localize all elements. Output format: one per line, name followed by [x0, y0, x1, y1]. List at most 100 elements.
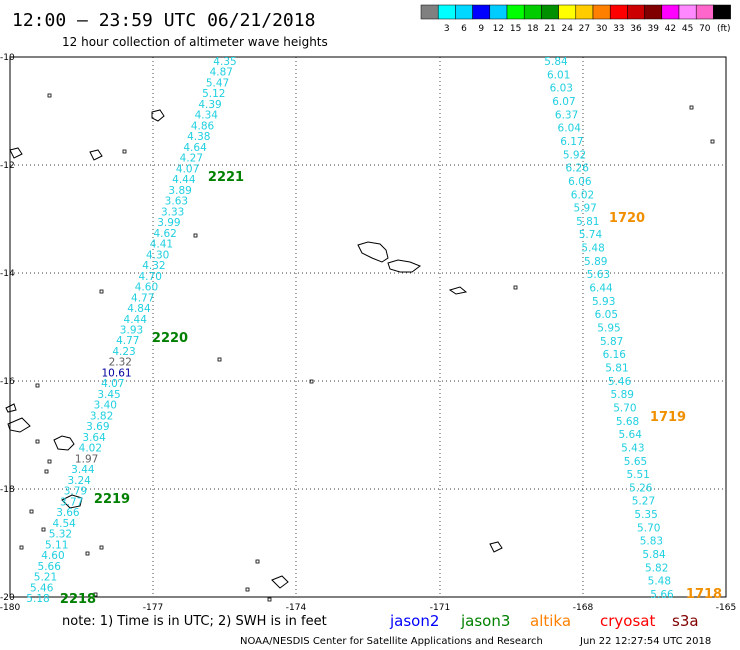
wave-height-value: 6.16	[603, 349, 627, 361]
time-label: 1719	[650, 410, 686, 425]
map-frame	[9, 56, 727, 598]
legend-unit: (ft)	[717, 24, 731, 34]
map-area: 4.354.875.475.124.394.344.864.384.644.27…	[5, 56, 727, 607]
legend-swatch	[541, 4, 559, 20]
footer-timestamp: Jun 22 12:27:54 UTC 2018	[579, 636, 711, 647]
wave-height-value: 2.32	[109, 357, 132, 369]
wave-height-value: 3.40	[94, 400, 117, 412]
islet-outline	[193, 233, 198, 238]
wave-height-value: 5.32	[49, 529, 72, 541]
wave-height-value: 3.93	[120, 325, 143, 337]
legend-label: 3	[444, 24, 450, 34]
islet-outline	[85, 551, 90, 556]
legend-label: 15	[510, 24, 521, 34]
y-tick-label: -16	[0, 377, 15, 387]
wave-height-value: 3.99	[157, 217, 180, 229]
wave-height-value: 1.97	[75, 453, 98, 465]
land-outlines	[5, 93, 715, 602]
legend-label: 36	[630, 24, 642, 34]
wave-height-value: 4.07	[176, 163, 199, 175]
wave-height-value: 5.11	[45, 539, 68, 551]
islet-outline	[267, 597, 272, 602]
legend-swatch	[437, 4, 456, 20]
island-outline	[151, 109, 165, 122]
islet-outline	[93, 592, 98, 597]
wave-height-value: 6.07	[552, 96, 575, 108]
time-label: 2221	[208, 170, 244, 185]
y-tick-label: -20	[0, 593, 15, 603]
wave-height-value: 5.47	[206, 77, 229, 89]
wave-height-value: 5.64	[619, 429, 643, 441]
legend-label: 70	[699, 24, 711, 34]
wave-height-value: 4.38	[187, 131, 210, 143]
map-subtitle: 12 hour collection of altimeter wave hei…	[62, 35, 328, 49]
islet-outline	[44, 469, 49, 474]
legend-swatch	[695, 4, 714, 20]
islet-outline	[710, 139, 715, 144]
islet-outline	[35, 439, 40, 444]
wave-height-value: 3.69	[86, 421, 109, 433]
wave-height-value: 3.77	[60, 496, 83, 508]
wave-height-value: 5.92	[563, 149, 586, 161]
wave-height-value: 4.07	[101, 378, 124, 390]
wave-height-value: 5.84	[544, 56, 568, 68]
wave-height-value: 4.84	[127, 303, 151, 315]
wave-height-value: 5.95	[597, 323, 620, 335]
wave-height-value: 5.74	[579, 229, 603, 241]
legend-swatch	[472, 4, 491, 20]
wave-height-value: 4.60	[135, 282, 158, 294]
islet-outline	[47, 459, 52, 464]
x-tick-label: -168	[573, 603, 594, 613]
wave-height-value: 6.26	[566, 163, 590, 175]
islet-outline	[217, 357, 222, 362]
wave-height-value: 5.35	[634, 509, 657, 521]
legend-label: 21	[544, 24, 555, 34]
legend-swatch	[592, 4, 611, 20]
wave-height-value: 6.01	[547, 69, 570, 81]
grid-lines	[10, 57, 726, 597]
color-legend: 3 6 9 12 15 18 21 24 27 30 33 36 39 42 45 70 (ft)	[420, 4, 731, 34]
time-label: 1720	[609, 211, 645, 226]
legend-swatch	[678, 4, 697, 20]
legend-swatch	[661, 4, 680, 20]
wave-height-value: 5.89	[584, 256, 607, 268]
satellite-name: altika	[530, 612, 571, 630]
island-outline	[387, 259, 422, 273]
islet-outline	[99, 545, 104, 550]
island-outline	[61, 494, 83, 509]
wave-height-value: 4.41	[150, 239, 173, 251]
island-outline	[5, 403, 17, 413]
legend-label: 33	[613, 24, 624, 34]
island-outline	[489, 541, 503, 553]
wave-height-value: 3.44	[71, 464, 95, 476]
y-tick-label: -12	[0, 161, 15, 171]
wave-height-value: 5.27	[632, 496, 655, 508]
wave-height-value: 4.02	[79, 443, 102, 455]
wave-height-value: 5.12	[202, 88, 225, 100]
wave-height-value: 4.64	[183, 142, 207, 154]
wave-height-value: 5.81	[605, 362, 628, 374]
wave-height-value: 3.45	[97, 389, 120, 401]
island-outline	[448, 286, 468, 295]
track-west: 4.354.875.475.124.394.344.864.384.644.27…	[26, 56, 236, 605]
wave-height-value: 5.48	[648, 576, 671, 588]
wave-height-value: 3.89	[168, 185, 191, 197]
wave-height-value: 4.87	[210, 67, 233, 79]
wave-height-value: 5.82	[645, 562, 668, 574]
island-outline	[89, 149, 103, 161]
wave-height-value: 5.66	[650, 589, 674, 601]
wave-height-value: 10.61	[102, 367, 132, 379]
time-label: 2218	[60, 592, 96, 607]
footer-note: note: 1) Time is in UTC; 2) SWH is in fe…	[62, 614, 327, 629]
satellite-name: cryosat	[600, 612, 655, 630]
x-axis-ticks: -180 -177 -174 -171 -168 -165	[0, 603, 736, 613]
wave-height-value: 5.68	[616, 416, 639, 428]
wave-height-value: 5.70	[613, 402, 636, 414]
wave-height-value: 4.62	[153, 228, 176, 240]
legend-label: 24	[561, 24, 573, 34]
track-east: 5.846.016.036.076.376.046.175.926.266.06…	[544, 56, 674, 601]
wave-height-value: 5.83	[640, 536, 663, 548]
wave-height-value: 6.44	[589, 283, 613, 295]
legend-swatch	[627, 4, 645, 20]
island-outline	[271, 575, 289, 589]
